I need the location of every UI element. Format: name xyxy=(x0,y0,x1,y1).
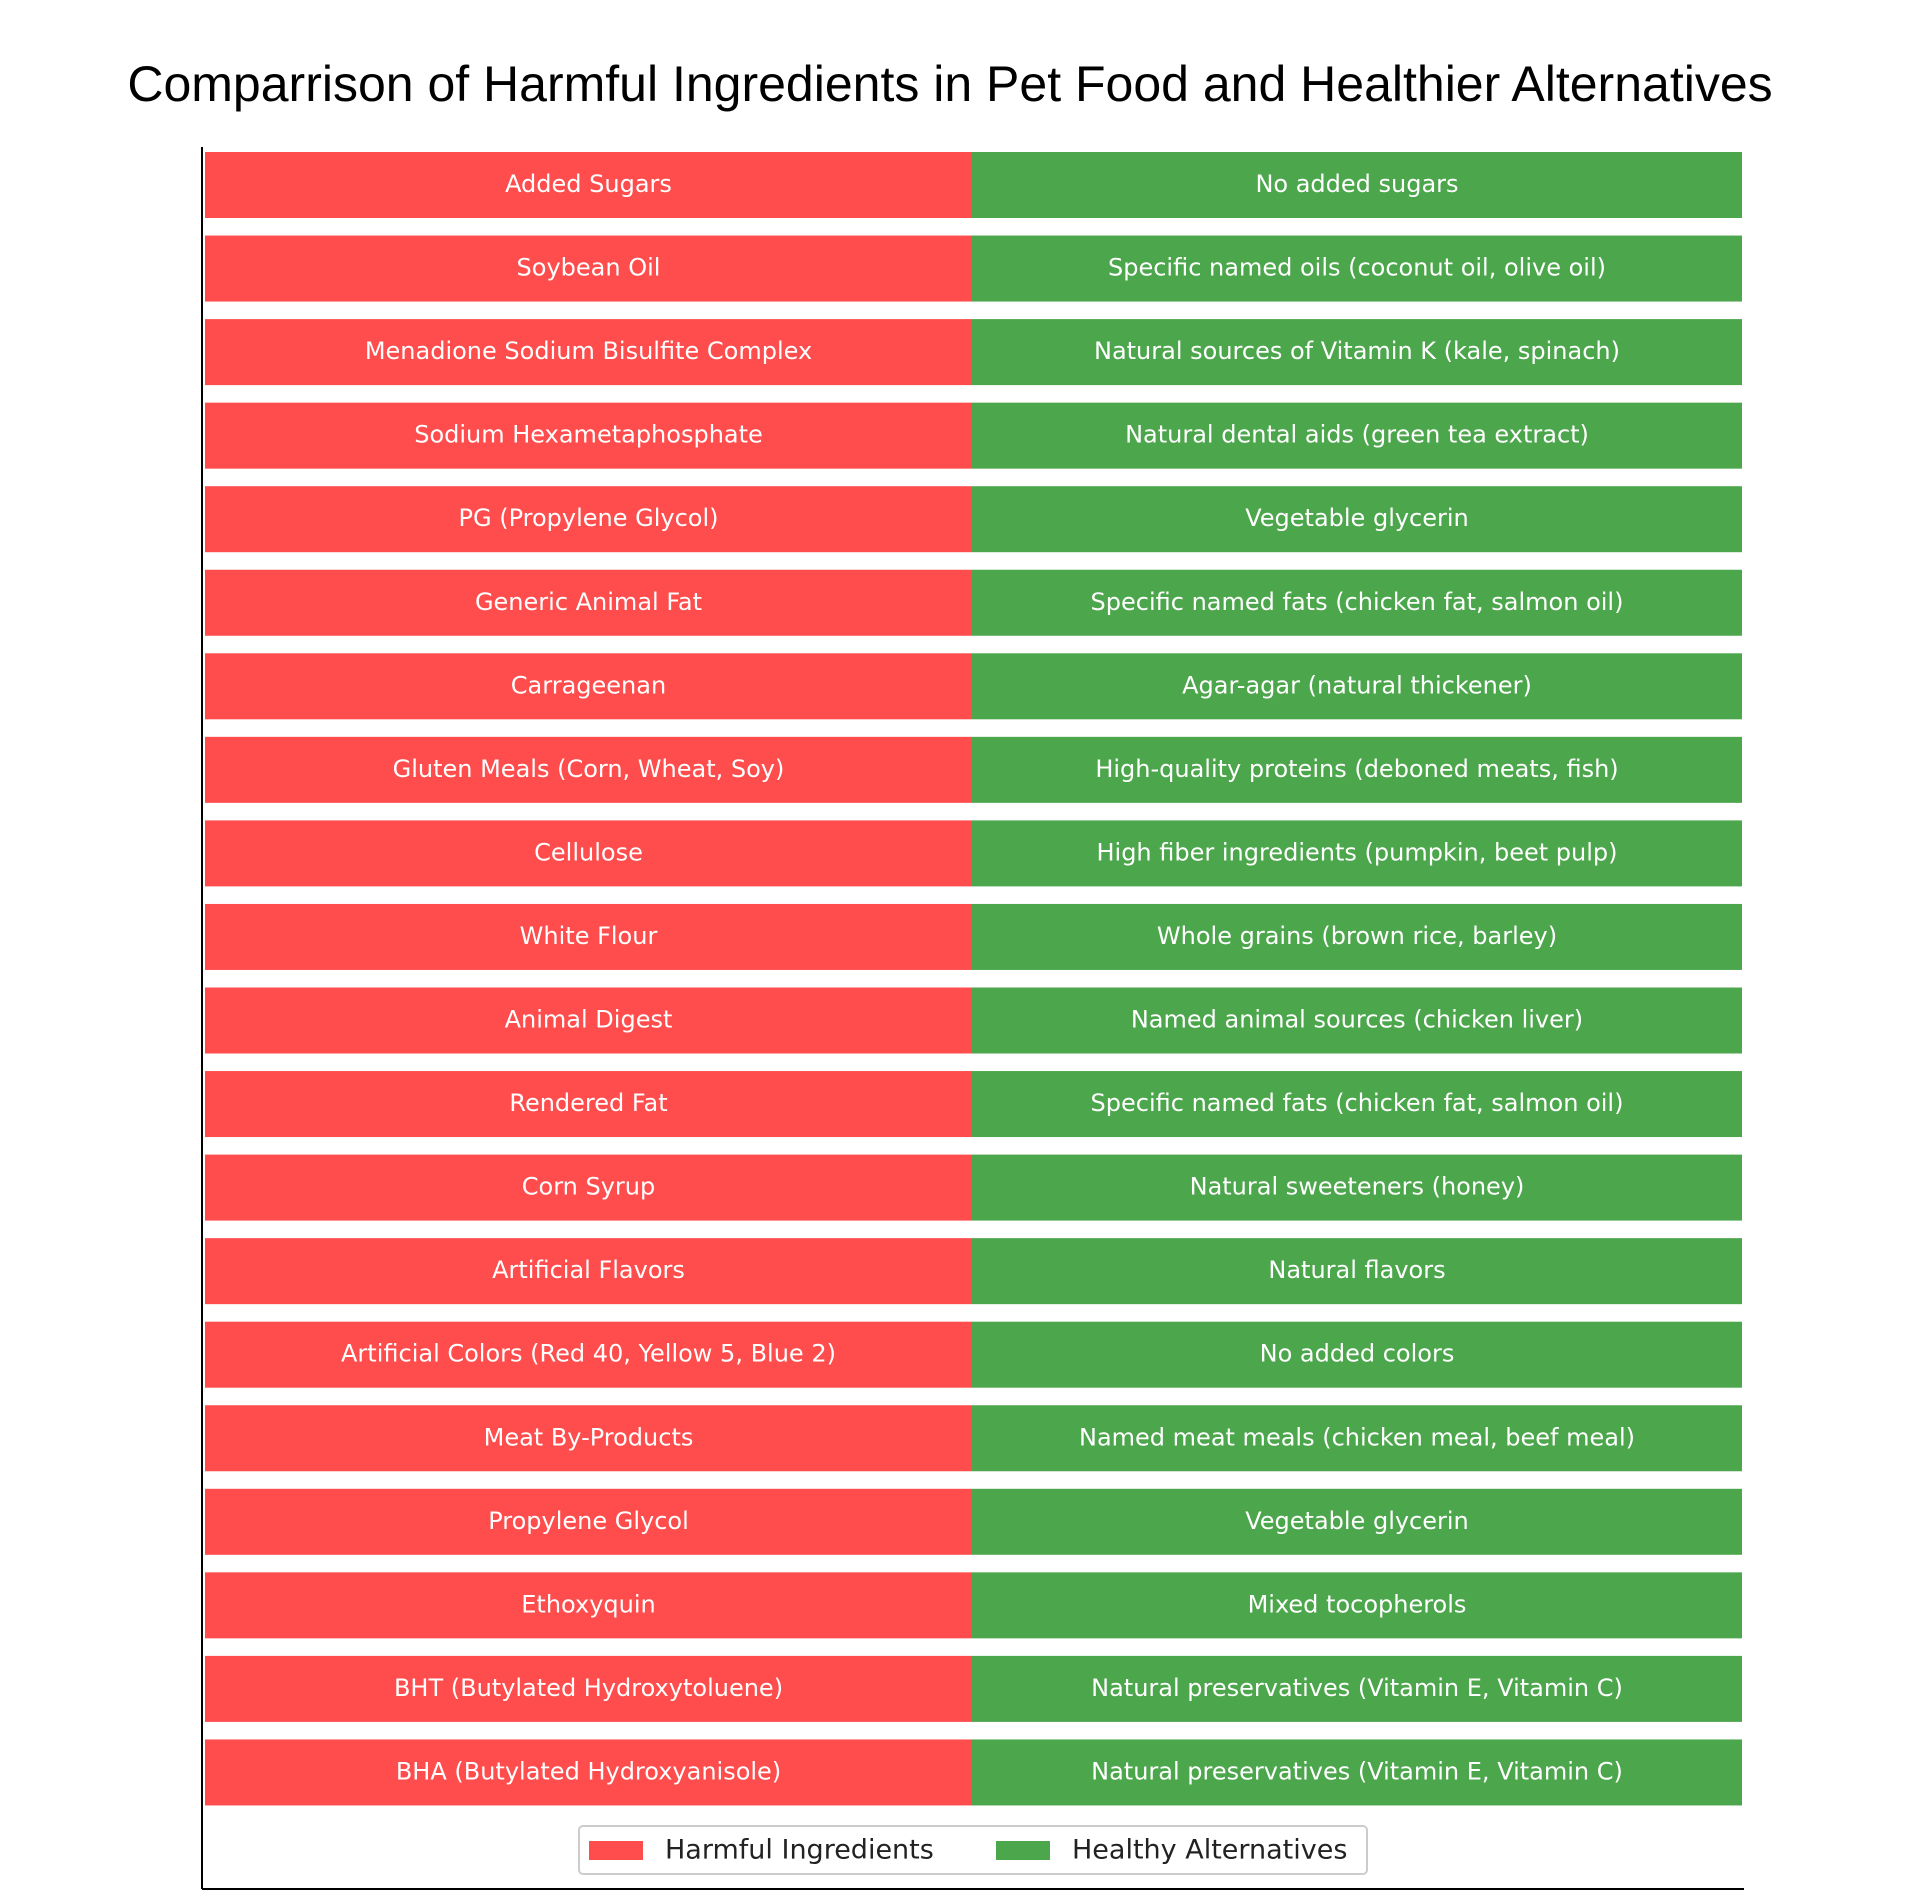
harmful-cell xyxy=(205,486,972,553)
alternative-label: Named meat meals (chicken meal, beef mea… xyxy=(1079,1423,1635,1451)
harmful-label: Rendered Fat xyxy=(509,1089,667,1117)
alternative-label: Named animal sources (chicken liver) xyxy=(1131,1006,1583,1034)
harmful-cell xyxy=(205,319,972,386)
alternative-label: High-quality proteins (deboned meats, fi… xyxy=(1095,755,1618,783)
alternative-label: Natural sources of Vitamin K (kale, spin… xyxy=(1094,337,1620,365)
alternative-cell xyxy=(972,235,1742,302)
harmful-cell xyxy=(205,402,972,469)
alternative-label: Natural sweeteners (honey) xyxy=(1190,1173,1525,1201)
alternative-label: No added sugars xyxy=(1255,170,1458,198)
legend-swatch xyxy=(996,1841,1050,1860)
harmful-label: Soybean Oil xyxy=(517,254,661,282)
alternative-label: Specific named oils (coconut oil, olive … xyxy=(1108,254,1606,282)
legend-label: Harmful Ingredients xyxy=(665,1835,934,1866)
harmful-cell xyxy=(205,1572,972,1639)
alternative-label: Mixed tocopherols xyxy=(1248,1590,1467,1618)
harmful-label: Carrageenan xyxy=(511,671,666,699)
harmful-label: Added Sugars xyxy=(505,170,672,198)
harmful-cell xyxy=(205,736,972,803)
alternative-cell xyxy=(972,987,1742,1054)
harmful-label: PG (Propylene Glycol) xyxy=(459,504,719,532)
harmful-cell xyxy=(205,820,972,887)
harmful-cell xyxy=(205,152,972,218)
harmful-cell xyxy=(205,1154,972,1221)
alternative-label: Specific named fats (chicken fat, salmon… xyxy=(1091,1089,1624,1117)
alternative-cell xyxy=(972,569,1742,636)
alternative-label: Vegetable glycerin xyxy=(1245,504,1469,532)
harmful-label: Corn Syrup xyxy=(522,1173,655,1201)
alternative-cell xyxy=(972,1655,1742,1722)
alternative-label: Agar-agar (natural thickener) xyxy=(1182,671,1532,699)
legend-swatch xyxy=(589,1841,643,1860)
harmful-label: White Flour xyxy=(520,922,658,950)
alternative-cell xyxy=(972,1405,1742,1472)
harmful-cell xyxy=(205,653,972,720)
alternative-cell xyxy=(972,903,1742,970)
harmful-label: Animal Digest xyxy=(505,1006,673,1034)
harmful-cell xyxy=(205,1655,972,1722)
harmful-cell xyxy=(205,1488,972,1555)
alternative-cell xyxy=(972,486,1742,553)
alternative-cell xyxy=(972,1154,1742,1221)
harmful-cell xyxy=(205,235,972,302)
harmful-cell xyxy=(205,1321,972,1388)
harmful-label: Meat By-Products xyxy=(484,1423,694,1451)
alternative-label: High fiber ingredients (pumpkin, beet pu… xyxy=(1096,838,1617,866)
harmful-cell xyxy=(205,987,972,1054)
alternative-label: Natural dental aids (green tea extract) xyxy=(1125,421,1589,449)
harmful-cell xyxy=(205,1739,972,1806)
alternative-cell xyxy=(972,1488,1742,1555)
harmful-label: Gluten Meals (Corn, Wheat, Soy) xyxy=(393,755,785,783)
legend-frame xyxy=(578,1825,1368,1875)
alternative-cell xyxy=(972,1321,1742,1388)
alternative-label: Whole grains (brown rice, barley) xyxy=(1157,922,1557,950)
alternative-label: Specific named fats (chicken fat, salmon… xyxy=(1091,588,1624,616)
alternative-label: Natural flavors xyxy=(1268,1256,1445,1284)
harmful-cell xyxy=(205,1071,972,1138)
harmful-label: Artificial Flavors xyxy=(492,1256,685,1284)
alternative-cell xyxy=(972,319,1742,386)
harmful-cell xyxy=(205,569,972,636)
legend: Harmful Ingredients Healthy Alternatives xyxy=(578,1825,1368,1875)
harmful-cell xyxy=(205,903,972,970)
harmful-label: Artificial Colors (Red 40, Yellow 5, Blu… xyxy=(341,1340,836,1368)
harmful-cell xyxy=(205,1405,972,1472)
harmful-label: Sodium Hexametaphosphate xyxy=(414,421,763,449)
alternative-cell xyxy=(972,1572,1742,1639)
harmful-label: BHA (Butylated Hydroxyanisole) xyxy=(396,1757,781,1785)
rows: Added Sugars Soybean Oil Menadione Sodium … xyxy=(205,152,1742,1806)
alternative-cell xyxy=(972,1238,1742,1305)
alternative-cell xyxy=(972,152,1742,218)
harmful-label: BHT (Butylated Hydroxytoluene) xyxy=(394,1674,783,1702)
alternative-cell xyxy=(972,1071,1742,1138)
alternative-cell xyxy=(972,1739,1742,1806)
harmful-label: Menadione Sodium Bisulfite Complex xyxy=(365,337,812,365)
alternative-label: Natural preservatives (Vitamin E, Vitami… xyxy=(1091,1757,1623,1785)
chart-title: Comparrison of Harmful Ingredients in Pe… xyxy=(127,56,1772,112)
alternative-label: Vegetable glycerin xyxy=(1245,1507,1469,1535)
alternative-label: Natural preservatives (Vitamin E, Vitami… xyxy=(1091,1674,1623,1702)
alternative-cell xyxy=(972,736,1742,803)
legend-label: Healthy Alternatives xyxy=(1072,1835,1347,1866)
alternative-cell xyxy=(972,820,1742,887)
alternative-label: No added colors xyxy=(1260,1340,1455,1368)
harmful-label: Generic Animal Fat xyxy=(475,588,702,616)
harmful-cell xyxy=(205,1238,972,1305)
harmful-label: Ethoxyquin xyxy=(521,1590,655,1618)
harmful-label: Cellulose xyxy=(534,838,643,866)
harmful-label: Propylene Glycol xyxy=(488,1507,689,1535)
alternative-cell xyxy=(972,402,1742,469)
alternative-cell xyxy=(972,653,1742,720)
